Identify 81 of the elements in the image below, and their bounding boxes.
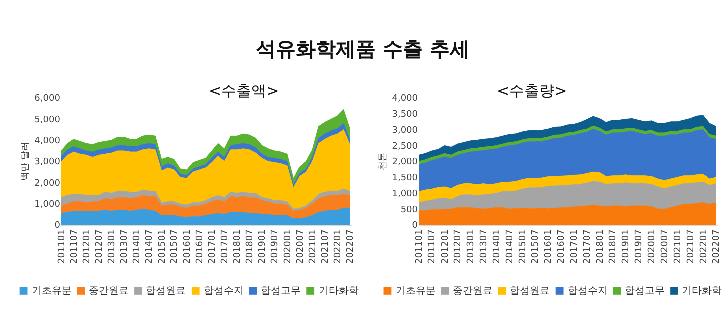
x-tick-label: 202201: [699, 230, 710, 264]
x-tick-label: 201101: [414, 230, 425, 264]
y-tick-label: 500: [400, 205, 418, 216]
x-tick-label: 202107: [320, 230, 331, 264]
x-tick-label: 201901: [258, 230, 268, 264]
x-tick-label: 201407: [505, 230, 516, 264]
x-tick-label: 201707: [582, 230, 593, 264]
y-tick-label: 1,500: [392, 174, 418, 184]
x-tick-label: 202101: [674, 230, 684, 264]
y-tick-label: 0: [54, 221, 61, 232]
legend-label: 기초유분: [32, 286, 72, 297]
legend-label: 기타화학: [682, 286, 722, 297]
x-tick-label: 201601: [544, 230, 554, 264]
x-tick-label: 201701: [570, 230, 580, 264]
y-tick-label: 4,000: [392, 94, 418, 104]
legend-label: 합성수지: [204, 286, 244, 297]
y-axis-title: 천톤: [378, 152, 389, 171]
x-tick-label: 201707: [220, 230, 230, 264]
x-tick-label: 201501: [518, 230, 528, 264]
x-tick-label: 201907: [634, 230, 645, 264]
chart-title: 석유화학제품 수출 추세: [256, 37, 470, 61]
x-tick-label: 201801: [233, 230, 244, 264]
x-tick-label: 201107: [428, 230, 438, 264]
x-tick-label: 201201: [82, 230, 92, 264]
y-tick-label: 6,000: [34, 94, 61, 104]
y-axis-title: 백만 달러: [21, 142, 32, 182]
x-tick-label: 202001: [648, 230, 658, 264]
x-tick-label: 201801: [596, 230, 606, 264]
y-tick-label: 4,000: [34, 136, 61, 147]
x-tick-label: 201901: [622, 230, 632, 264]
legend-label: 중간원료: [453, 286, 493, 297]
x-tick-label: 202207: [712, 230, 722, 264]
x-tick-label: 201201: [440, 230, 451, 264]
x-tick-label: 201507: [170, 230, 180, 264]
x-tick-label: 202107: [686, 230, 696, 264]
x-tick-label: 201107: [70, 230, 80, 264]
x-tick-label: 202207: [346, 230, 356, 264]
x-tick-label: 201807: [246, 230, 256, 264]
y-tick-label: 0: [412, 221, 418, 232]
legend-label: 합성원료: [510, 286, 550, 297]
x-tick-label: 201307: [120, 230, 130, 264]
y-tick-label: 3,500: [392, 110, 418, 120]
x-tick-label: 201301: [108, 230, 118, 264]
x-tick-label: 202007: [296, 230, 306, 264]
x-tick-label: 201301: [466, 230, 477, 264]
x-tick-label: 201807: [608, 230, 619, 264]
y-tick-label: 1,000: [34, 200, 61, 210]
x-tick-label: 202101: [308, 230, 318, 264]
x-tick-label: 201607: [557, 230, 568, 264]
x-tick-label: 202007: [660, 230, 670, 264]
legend-label: 합성고무: [261, 286, 301, 297]
y-tick-label: 5,000: [34, 115, 61, 126]
legend-label: 중간원료: [89, 286, 129, 297]
y-tick-label: 3,000: [392, 126, 418, 136]
x-tick-label: 201401: [492, 230, 503, 264]
chart-subtitle: <수출량>: [497, 82, 568, 100]
x-tick-label: 201501: [158, 230, 168, 264]
x-tick-label: 201907: [270, 230, 281, 264]
x-tick-label: 201507: [531, 230, 542, 264]
x-tick-label: 201207: [94, 230, 105, 264]
legend-label: 기타화학: [319, 286, 359, 297]
y-tick-label: 2,000: [34, 178, 61, 189]
x-tick-label: 202201: [334, 230, 344, 264]
x-tick-label: 202001: [283, 230, 294, 264]
x-tick-label: 201701: [208, 230, 218, 264]
x-tick-label: 201407: [145, 230, 156, 264]
x-tick-label: 201101: [57, 230, 68, 264]
y-tick-label: 2,500: [392, 142, 418, 152]
legend-label: 합성수지: [568, 286, 608, 297]
legend-label: 합성고무: [625, 286, 665, 297]
x-tick-label: 201207: [454, 230, 464, 264]
x-tick-label: 201307: [479, 230, 490, 264]
x-tick-label: 201601: [182, 230, 193, 264]
legend-label: 합성원료: [146, 286, 186, 297]
x-tick-label: 201607: [195, 230, 206, 264]
y-tick-label: 3,000: [34, 158, 61, 168]
x-tick-label: 201401: [132, 230, 143, 264]
legend-label: 기초유분: [396, 286, 436, 297]
y-tick-label: 2,000: [392, 158, 418, 168]
y-tick-label: 1,000: [392, 189, 418, 200]
chart-subtitle: <수출액>: [209, 82, 280, 100]
